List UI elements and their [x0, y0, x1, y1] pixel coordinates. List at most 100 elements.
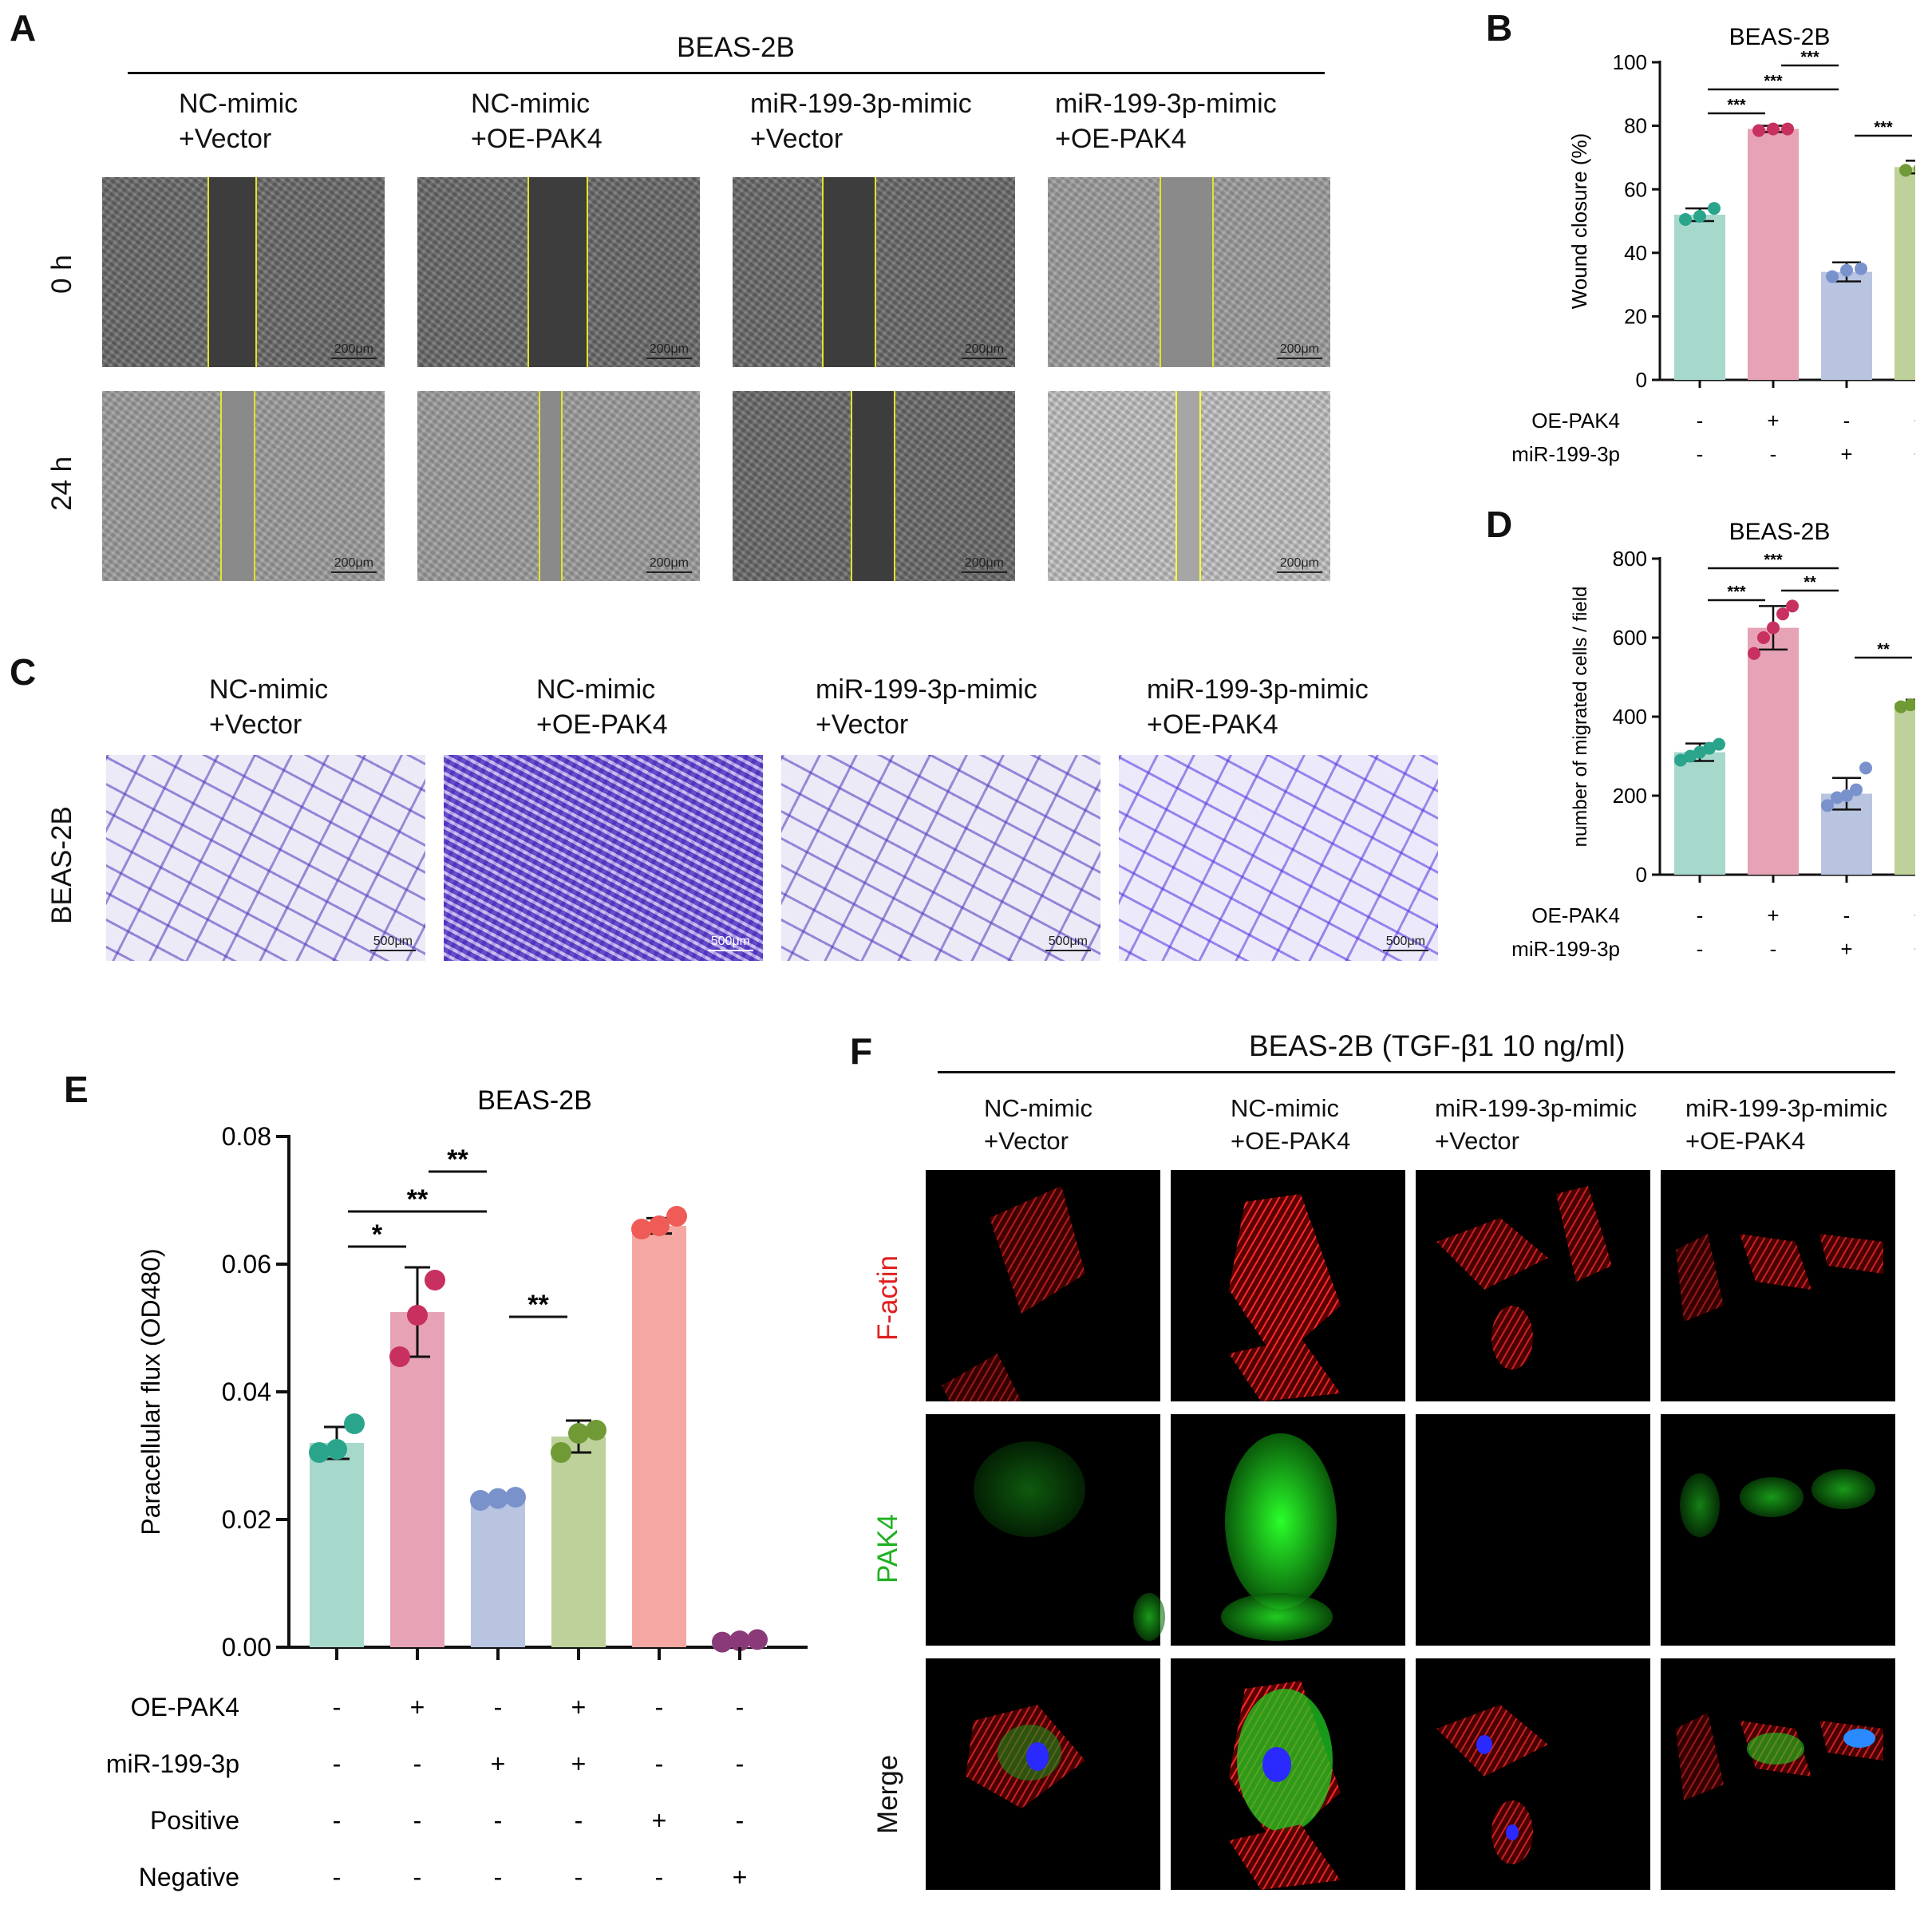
significance-label: ***: [1800, 49, 1819, 66]
y-tick-label: 20: [1624, 305, 1647, 329]
factor-sign: -: [575, 1806, 583, 1835]
y-tick-label: 0: [1636, 368, 1647, 392]
factor-sign: -: [1697, 903, 1704, 927]
panel-f-group-1: NC-mimic +Vector: [984, 1094, 1093, 1155]
wound-image-0h-4: 200μm: [1048, 177, 1330, 367]
data-point: [1914, 164, 1915, 173]
panel-c-group-3: miR-199-3p-mimic +Vector: [816, 674, 1037, 740]
data-point: [1757, 631, 1770, 644]
factor-sign: -: [413, 1749, 422, 1778]
panel-letter-f: F: [850, 1030, 873, 1072]
transwell-image-1: 500μm: [106, 755, 425, 961]
factor-sign: -: [333, 1749, 342, 1778]
factor-sign: -: [494, 1693, 503, 1721]
factor-sign: -: [1843, 409, 1851, 433]
y-tick-label: 0.02: [222, 1505, 271, 1534]
data-point: [649, 1215, 670, 1236]
factor-sign: -: [413, 1806, 422, 1835]
bar: [1748, 627, 1799, 875]
data-point: [344, 1413, 365, 1434]
data-point: [1748, 646, 1760, 660]
significance-label: **: [1804, 574, 1816, 591]
factor-sign: +: [1767, 903, 1779, 927]
wound-image-0h-2: 200μm: [417, 177, 700, 367]
factor-sign: -: [333, 1693, 342, 1721]
chart-title: BEAS-2B: [477, 1085, 592, 1116]
panel-a-row-24h: 24 h: [46, 456, 77, 511]
y-tick-label: 40: [1624, 241, 1647, 265]
data-point: [729, 1630, 750, 1651]
factor-sign: -: [655, 1749, 664, 1778]
factor-label: OE-PAK4: [1531, 903, 1620, 927]
data-point: [1679, 213, 1692, 227]
y-tick-label: 0.04: [222, 1377, 271, 1406]
factor-sign: +: [1914, 409, 1915, 433]
wound-image-24h-4: 200μm: [1048, 391, 1330, 581]
factor-sign: -: [1770, 442, 1777, 466]
factor-sign: +: [1914, 903, 1915, 927]
factor-sign: -: [575, 1863, 583, 1891]
factor-sign: +: [652, 1806, 667, 1835]
significance-label: **: [447, 1144, 468, 1175]
panel-a-group-3: miR-199-3p-mimic +Vector: [750, 89, 972, 154]
transwell-image-3: 500μm: [781, 755, 1100, 961]
transwell-image-2: 500μm: [444, 755, 763, 961]
merge-row: [926, 1658, 1895, 1890]
data-point: [309, 1442, 330, 1463]
panel-c-group-1: NC-mimic +Vector: [209, 674, 329, 740]
panel-f-row-merge: Merge: [872, 1754, 903, 1834]
data-point: [1713, 737, 1725, 751]
y-tick-label: 200: [1613, 784, 1647, 808]
factor-label: miR-199-3p: [1511, 937, 1620, 961]
significance-label: ***: [1727, 583, 1746, 601]
y-axis-label: Wound closure (%): [1567, 133, 1591, 310]
panel-a-title: BEAS-2B: [677, 32, 795, 63]
factin-row: [926, 1170, 1895, 1401]
data-point: [666, 1206, 687, 1227]
chart-e: BEAS-2B 0.00 0.02 0.04 0.06 0.08 Paracellular …: [106, 1085, 808, 1891]
factor-sign: -: [1697, 937, 1704, 961]
panel-a-group-1: NC-mimic +Vector: [179, 89, 298, 154]
bar: [1894, 167, 1915, 380]
factor-sign: -: [333, 1863, 342, 1891]
significance-label: **: [527, 1290, 549, 1320]
data-point: [1855, 262, 1867, 275]
panel-c-group-4: miR-199-3p-mimic +OE-PAK4: [1147, 674, 1369, 740]
data-point: [1821, 799, 1834, 812]
factor-label: OE-PAK4: [1531, 409, 1620, 433]
panel-letter-e: E: [64, 1069, 89, 1110]
data-point: [631, 1219, 652, 1239]
data-point: [1899, 164, 1912, 177]
y-tick-label: 400: [1613, 705, 1647, 729]
data-point: [1840, 263, 1853, 277]
panel-f-row-pak4: PAK4: [872, 1514, 903, 1583]
factor-sign: -: [1697, 409, 1704, 433]
data-point: [1674, 753, 1687, 767]
data-point: [1904, 698, 1915, 712]
panel-a-group-4: miR-199-3p-mimic +OE-PAK4: [1055, 89, 1277, 154]
factor-sign: -: [655, 1863, 664, 1891]
panel-f-group-2: NC-mimic +OE-PAK4: [1231, 1094, 1351, 1155]
data-point: [1850, 783, 1863, 796]
factor-sign: -: [1843, 903, 1851, 927]
wound-image-24h-2: 200μm: [417, 391, 700, 581]
panel-c-group-2: NC-mimic +OE-PAK4: [536, 674, 668, 740]
data-point: [551, 1442, 571, 1463]
y-tick-label: 0.00: [222, 1633, 271, 1662]
panel-f-title-rule: [938, 1071, 1895, 1073]
fluorescence-grid: [926, 1170, 1895, 1890]
data-point: [1840, 789, 1853, 802]
panel-a-row-0h: 0 h: [46, 255, 77, 294]
pak4-row: [926, 1414, 1895, 1646]
factor-sign: -: [413, 1863, 422, 1891]
data-point: [1752, 124, 1765, 137]
wound-image-0h-3: 200μm: [733, 177, 1015, 367]
panel-f-group-3: miR-199-3p-mimic +Vector: [1435, 1094, 1638, 1155]
data-point: [1703, 741, 1716, 755]
data-point: [407, 1305, 428, 1326]
panel-letter-d: D: [1486, 504, 1513, 545]
significance-label: ***: [1764, 551, 1783, 569]
bar: [1748, 128, 1799, 380]
data-point: [1693, 210, 1706, 223]
data-point: [389, 1346, 410, 1367]
